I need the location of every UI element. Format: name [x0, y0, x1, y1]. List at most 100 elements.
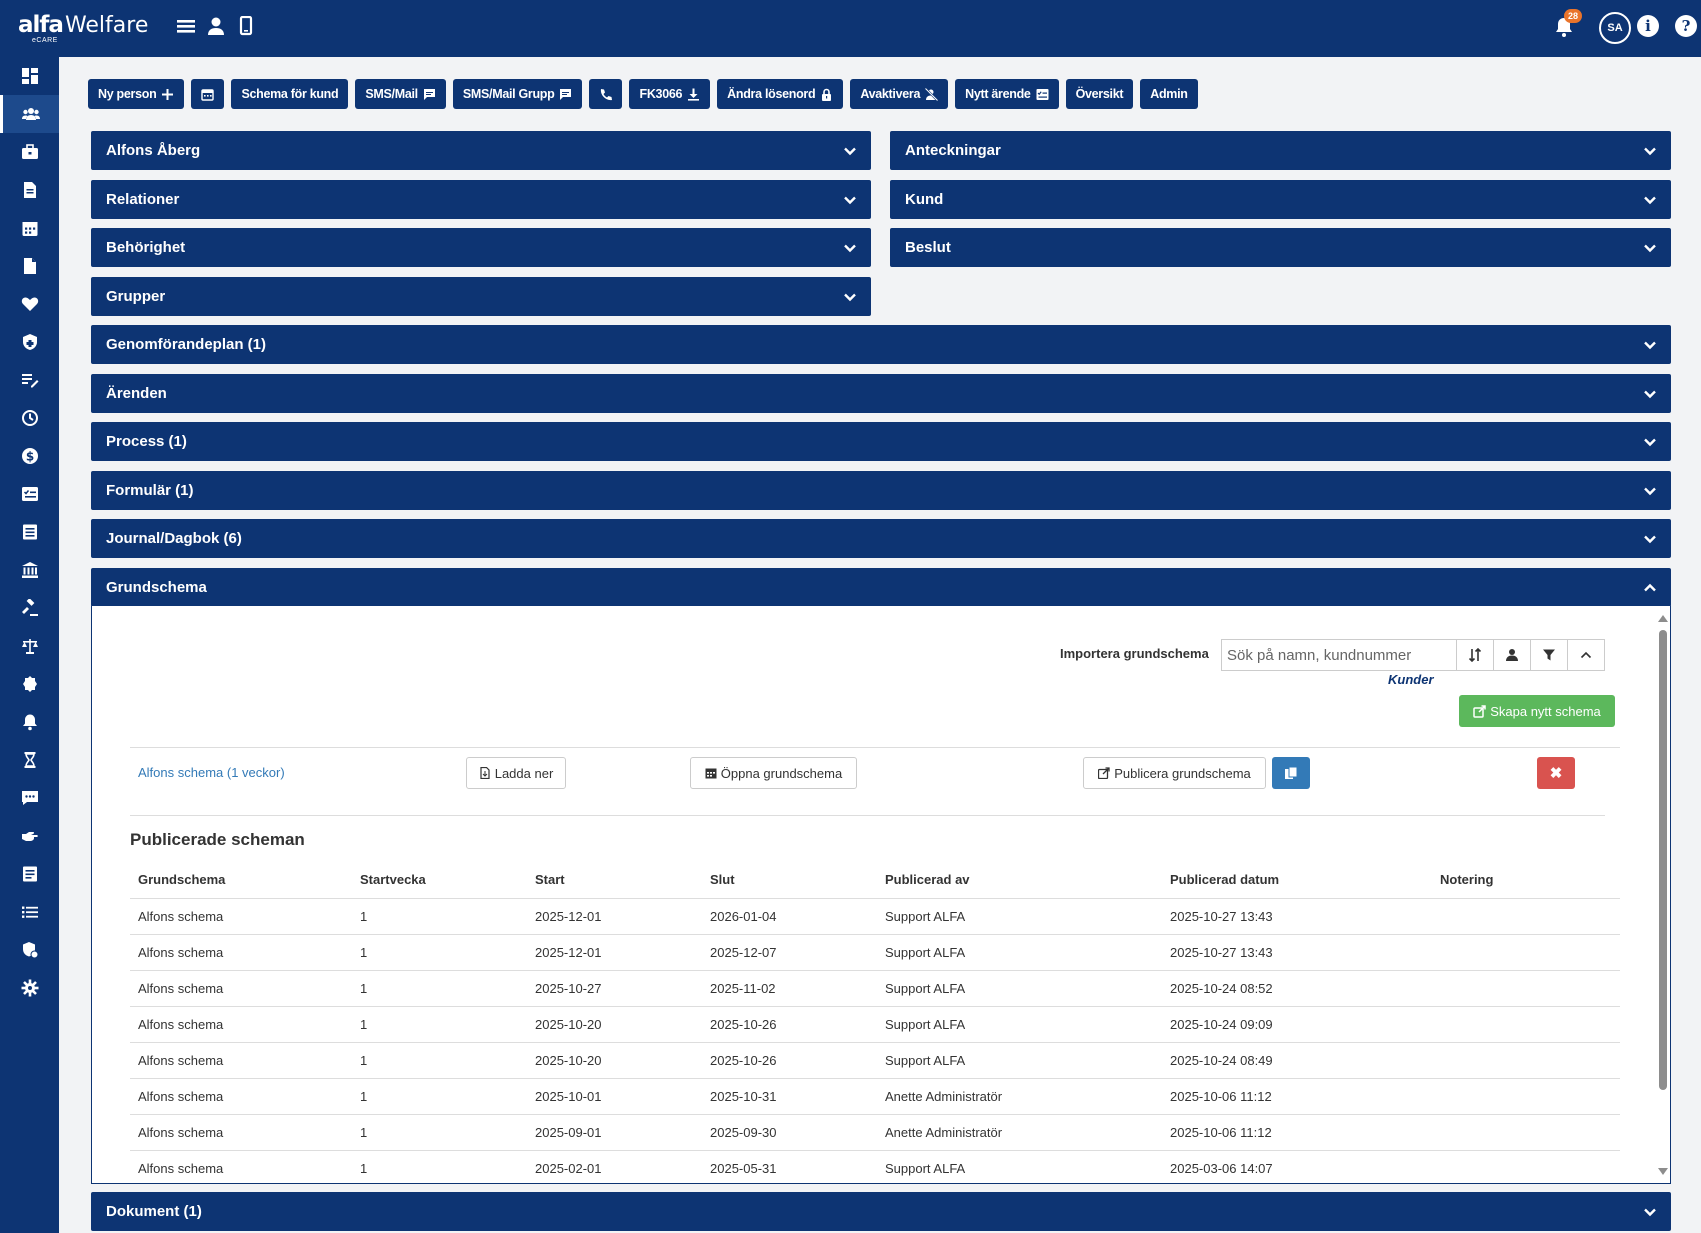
panel-cases[interactable]: Ärenden	[91, 374, 1671, 413]
panel-implementation-plan[interactable]: Genomförandeplan (1)	[91, 325, 1671, 364]
column-header[interactable]: Start	[527, 862, 702, 899]
fk3066-button[interactable]: FK3066	[629, 79, 711, 109]
sidebar-dashboard[interactable]	[0, 57, 59, 95]
calendar-button[interactable]	[191, 79, 225, 109]
table-row[interactable]: Alfons schema 1 2025-10-27 2025-11-02 Suppor…	[130, 970, 1620, 1007]
download-button[interactable]: Ladda ner	[466, 757, 566, 789]
sidebar-notes[interactable]	[0, 855, 59, 893]
sidebar-gavel[interactable]	[0, 589, 59, 627]
user-icon[interactable]	[206, 16, 226, 36]
sms-mail-group-button[interactable]: SMS/Mail Grupp	[452, 79, 583, 109]
new-case-button[interactable]: Nytt ärende	[955, 79, 1059, 109]
edit-list-icon	[21, 374, 38, 388]
sidebar-document[interactable]	[0, 171, 59, 209]
overview-button[interactable]: Översikt	[1065, 79, 1134, 109]
panel-base-schedule[interactable]: Grundschema	[91, 568, 1671, 607]
menu-icon[interactable]	[176, 16, 196, 36]
scroll-up-arrow[interactable]	[1658, 615, 1668, 622]
sidebar-file[interactable]	[0, 247, 59, 285]
sidebar-badge[interactable]	[0, 665, 59, 703]
sort-button[interactable]	[1456, 639, 1494, 671]
content-scrollbar[interactable]	[1656, 612, 1668, 1178]
sidebar-heart[interactable]	[0, 285, 59, 323]
table-row[interactable]: Alfons schema 1 2025-10-20 2025-10-26 Suppor…	[130, 1042, 1620, 1079]
table-cell: 2026-01-04	[702, 898, 877, 935]
panel-forms[interactable]: Formulär (1)	[91, 471, 1671, 510]
sidebar-people[interactable]	[0, 95, 59, 133]
sidebar-bank[interactable]	[0, 551, 59, 589]
panel-notes[interactable]: Anteckningar	[890, 131, 1671, 170]
panel-groups[interactable]: Grupper	[91, 277, 871, 316]
column-header[interactable]: Publicerad datum	[1162, 862, 1432, 899]
sidebar-hourglass[interactable]	[0, 741, 59, 779]
panel-person[interactable]: Alfons Åberg	[91, 131, 871, 170]
sort-icon	[1468, 648, 1482, 662]
phone-button[interactable]	[589, 79, 623, 109]
panel-process[interactable]: Process (1)	[91, 422, 1671, 461]
scroll-thumb[interactable]	[1659, 630, 1667, 1090]
create-schedule-button[interactable]: Skapa nytt schema	[1459, 695, 1615, 727]
help-icon[interactable]: ?	[1675, 15, 1697, 37]
sidebar-scale[interactable]	[0, 627, 59, 665]
schedule-link[interactable]: Alfons schema (1 veckor)	[138, 765, 285, 780]
sidebar-briefcase[interactable]	[0, 133, 59, 171]
sidebar-security[interactable]	[0, 931, 59, 969]
change-password-button[interactable]: Ändra lösenord	[717, 79, 844, 109]
scroll-down-arrow[interactable]	[1658, 1168, 1668, 1175]
table-row[interactable]: Alfons schema 1 2025-10-01 2025-10-31 Anette…	[130, 1078, 1620, 1115]
new-person-button[interactable]: Ny person	[88, 79, 185, 109]
sidebar-list-doc[interactable]	[0, 513, 59, 551]
table-row[interactable]: Alfons schema 1 2025-09-01 2025-09-30 Anette…	[130, 1114, 1620, 1151]
column-header[interactable]: Notering	[1432, 862, 1620, 899]
sidebar-edit-list[interactable]	[0, 361, 59, 399]
admin-button[interactable]: Admin	[1140, 79, 1198, 109]
user-avatar[interactable]: SA	[1599, 12, 1631, 44]
delete-button[interactable]: ✖	[1537, 757, 1575, 789]
deactivate-button[interactable]: Avaktivera	[850, 79, 949, 109]
panel-decisions[interactable]: Beslut	[890, 228, 1671, 267]
column-header[interactable]: Grundschema	[130, 862, 352, 899]
sidebar-dollar[interactable]: $	[0, 437, 59, 475]
panel-documents[interactable]: Dokument (1)	[91, 1192, 1671, 1231]
table-cell: 2025-11-02	[702, 970, 877, 1007]
filter-button[interactable]	[1530, 639, 1568, 671]
sidebar-clock[interactable]	[0, 399, 59, 437]
sidebar-hand[interactable]	[0, 817, 59, 855]
column-header[interactable]: Publicerad av	[877, 862, 1162, 899]
panel-relations[interactable]: Relationer	[91, 180, 871, 219]
mobile-icon[interactable]	[236, 16, 256, 36]
gavel-icon	[21, 599, 38, 616]
sidebar-calendar[interactable]	[0, 209, 59, 247]
page-scrollbar[interactable]	[1690, 57, 1701, 1233]
sidebar-list[interactable]	[0, 893, 59, 931]
table-cell: 2025-12-07	[702, 934, 877, 971]
table-row[interactable]: Alfons schema 1 2025-02-01 2025-05-31 Suppor…	[130, 1150, 1620, 1183]
table-row[interactable]: Alfons schema 1 2025-10-20 2025-10-26 Suppor…	[130, 1006, 1620, 1043]
publish-schedule-button[interactable]: Publicera grundschema	[1083, 757, 1266, 789]
panel-permissions[interactable]: Behörighet	[91, 228, 871, 267]
sidebar-settings[interactable]	[0, 969, 59, 1007]
customer-search-input[interactable]	[1221, 639, 1457, 671]
schedule-for-customer-button[interactable]: Schema för kund	[231, 79, 349, 109]
table-cell: 2025-10-27	[527, 970, 702, 1007]
panel-journal[interactable]: Journal/Dagbok (6)	[91, 519, 1671, 558]
table-row[interactable]: Alfons schema 1 2025-12-01 2026-01-04 Suppor…	[130, 898, 1620, 935]
message-icon	[560, 88, 572, 100]
open-schedule-button[interactable]: Öppna grundschema	[690, 757, 857, 789]
column-header[interactable]: Slut	[702, 862, 877, 899]
sms-mail-button[interactable]: SMS/Mail	[355, 79, 446, 109]
info-icon[interactable]: i	[1637, 15, 1659, 37]
user-filter-button[interactable]	[1493, 639, 1531, 671]
sidebar-bell[interactable]	[0, 703, 59, 741]
sidebar-checklist[interactable]	[0, 475, 59, 513]
copy-button[interactable]	[1272, 757, 1310, 789]
column-header[interactable]: Startvecka	[352, 862, 527, 899]
table-cell: 2025-10-26	[702, 1042, 877, 1079]
app-logo[interactable]: alfaWelfare eCARE	[18, 12, 149, 44]
sidebar-shield[interactable]	[0, 323, 59, 361]
table-row[interactable]: Alfons schema 1 2025-12-01 2025-12-07 Suppor…	[130, 934, 1620, 971]
checklist-icon	[1036, 88, 1049, 100]
panel-customer[interactable]: Kund	[890, 180, 1671, 219]
sidebar-chat[interactable]	[0, 779, 59, 817]
collapse-button[interactable]	[1567, 639, 1605, 671]
